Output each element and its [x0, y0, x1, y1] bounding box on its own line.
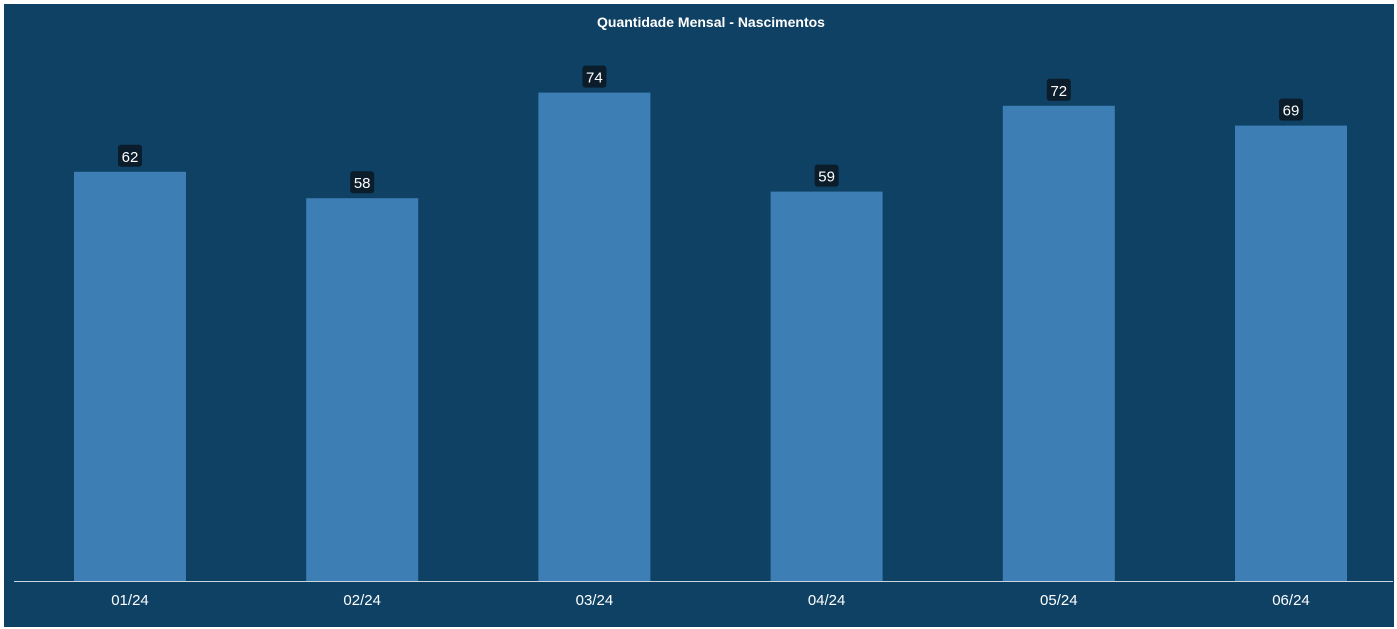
data-label: 59	[818, 169, 835, 186]
x-tick-label: 05/24	[1040, 592, 1078, 609]
data-label: 62	[122, 149, 139, 166]
data-label: 69	[1283, 103, 1300, 120]
x-tick-label: 03/24	[576, 592, 614, 609]
bar-01/24	[74, 171, 186, 582]
x-tick-label: 06/24	[1272, 592, 1310, 609]
data-label-box	[1279, 98, 1303, 121]
chart-panel: Quantidade Mensal - Nascimentos	[4, 4, 1394, 627]
data-label-box	[350, 171, 375, 194]
chart-title: Quantidade Mensal - Nascimentos	[597, 14, 825, 30]
data-label-box	[118, 144, 142, 167]
bar-02/24	[306, 198, 419, 581]
x-tick-label: 02/24	[343, 592, 381, 609]
bar-03/24	[538, 92, 651, 581]
bar-05/24	[1002, 105, 1115, 582]
data-label: 72	[1050, 83, 1067, 100]
x-tick-label: 04/24	[808, 592, 846, 609]
bar-04/24	[770, 191, 883, 581]
data-label-box	[582, 65, 607, 88]
x-tick-label: 01/24	[111, 592, 149, 609]
bar-06/24	[1235, 125, 1347, 581]
data-label: 58	[354, 175, 371, 192]
data-label-box	[1046, 78, 1071, 101]
data-label-box	[814, 164, 839, 187]
data-label: 74	[586, 70, 603, 87]
